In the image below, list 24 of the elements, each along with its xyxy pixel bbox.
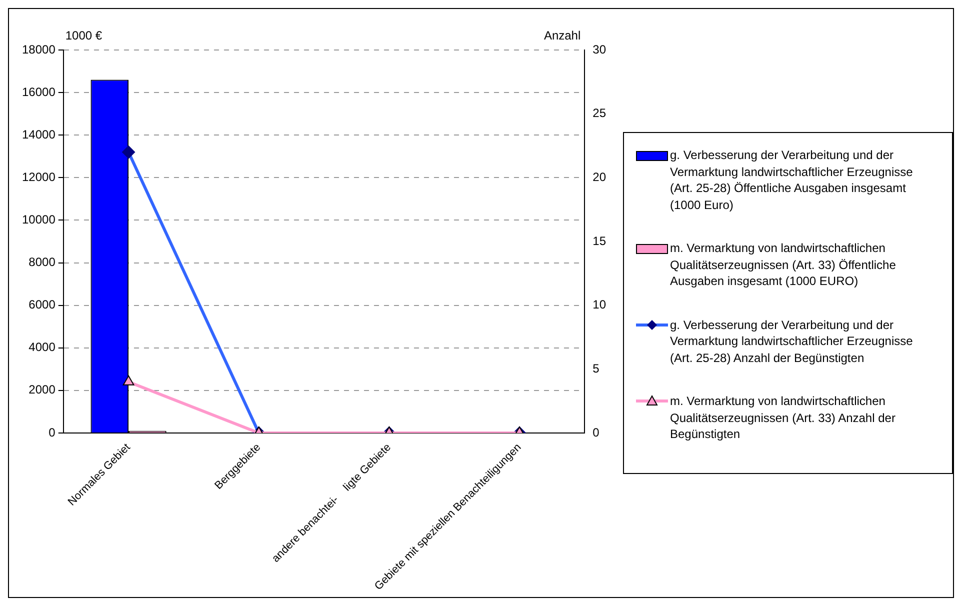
point (122, 375, 134, 386)
legend-label: g. Verbesserung der Verarbeitung und der Vermarktung landwirtschaftlicher Erzeugnisse (Art. 25-28) Anzahl der Begünstigten (670, 316, 914, 366)
y2-tick-label: 0 (592, 425, 600, 440)
y-tick-label: 18000 (22, 42, 56, 56)
y-tick-label: 10000 (22, 212, 56, 227)
y2-tick-label: 5 (592, 361, 600, 376)
legend-label: m. Vermarktung von landwirtschaftlichen Qualitätserzeugnissen (Art. 33) Öffentliche Ausgaben insgesamt (1000 EURO) (670, 240, 897, 290)
y-tick-label: 6000 (28, 298, 56, 312)
y2-axis-title: Anzahl (544, 28, 581, 42)
y-tick-label: 12000 (22, 170, 56, 184)
y2-tick-label: 30 (592, 42, 606, 56)
legend-label: g. Verbesserung der Verarbeitung und der Vermarktung landwirtschaftlicher Erzeugnisse (Art. 25-28) Öffentliche Ausgaben insgesamt (1000 Euro) (670, 147, 914, 214)
y-tick-label: 4000 (28, 340, 56, 354)
y2-tick-label: 20 (592, 170, 606, 184)
y-tick-label: 2000 (28, 382, 56, 397)
legend-label: m. Vermarktung von landwirtschaftlichen Qualitätserzeugnissen (Art. 33) Anzahl der Begünstigten (670, 393, 896, 443)
y-tick-label: 0 (48, 425, 56, 440)
y-axis-title: 1000 € (65, 28, 102, 42)
y2-tick-label: 15 (592, 234, 606, 248)
y-tick-label: 8000 (28, 255, 56, 270)
y-tick-label: 16000 (22, 84, 56, 99)
y-tick-label: 14000 (22, 127, 56, 142)
y2-tick-label: 25 (592, 106, 606, 120)
y2-tick-label: 10 (592, 298, 606, 312)
